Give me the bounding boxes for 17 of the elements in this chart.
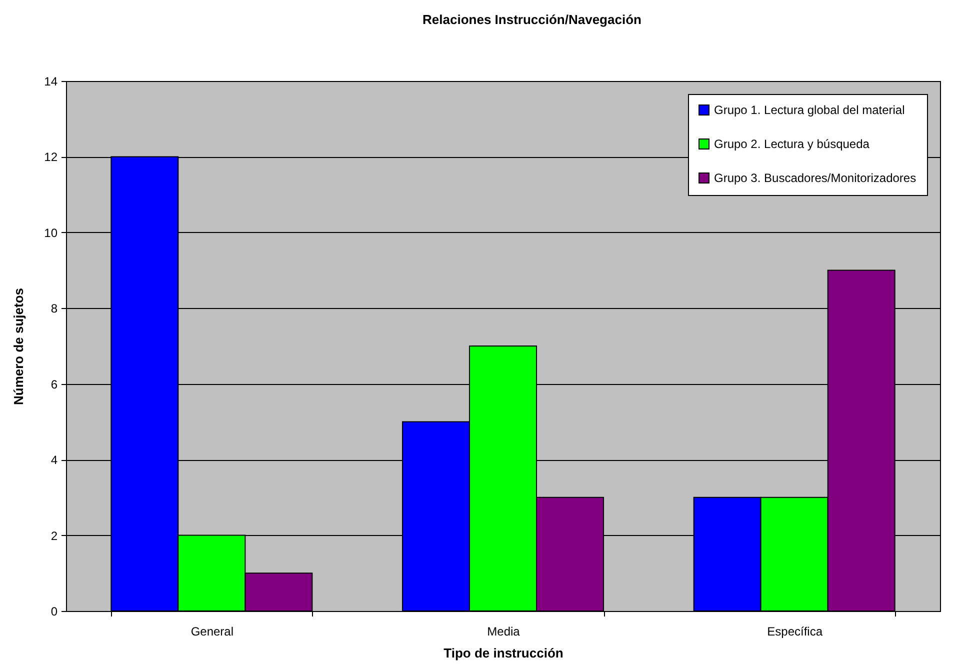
x-tick-label: Específica <box>767 624 823 638</box>
y-tick-label: 8 <box>50 302 58 316</box>
y-tick-label: 12 <box>44 150 58 164</box>
chart-title: Relaciones Instrucción/Navegación <box>422 12 642 27</box>
y-tick-label: 0 <box>50 604 58 618</box>
x-tick-label: General <box>190 624 234 638</box>
legend-label: Grupo 2. Lectura y búsqueda <box>714 137 870 151</box>
y-tick-label: 14 <box>44 74 58 88</box>
legend-label: Grupo 1. Lectura global del material <box>714 103 905 117</box>
legend-label: Grupo 3. Buscadores/Monitorizadores <box>714 171 916 185</box>
y-tick-label: 2 <box>50 528 58 543</box>
y-axis-title: Número de sujetos <box>11 288 26 406</box>
y-tick-label: 10 <box>44 226 58 240</box>
y-tick-label: 6 <box>50 377 58 392</box>
y-tick-label: 4 <box>50 453 58 468</box>
x-tick-label: Media <box>487 624 520 638</box>
x-axis-title: Tipo de instrucción <box>444 646 564 660</box>
